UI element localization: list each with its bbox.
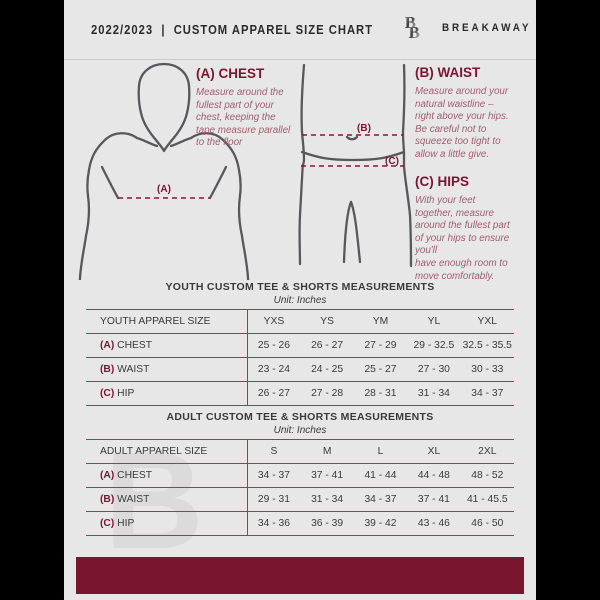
svg-text:(A): (A) [157,184,171,195]
svg-text:(B): (B) [357,123,371,134]
svg-text:B: B [409,23,420,41]
svg-text:(C): (C) [385,156,399,167]
